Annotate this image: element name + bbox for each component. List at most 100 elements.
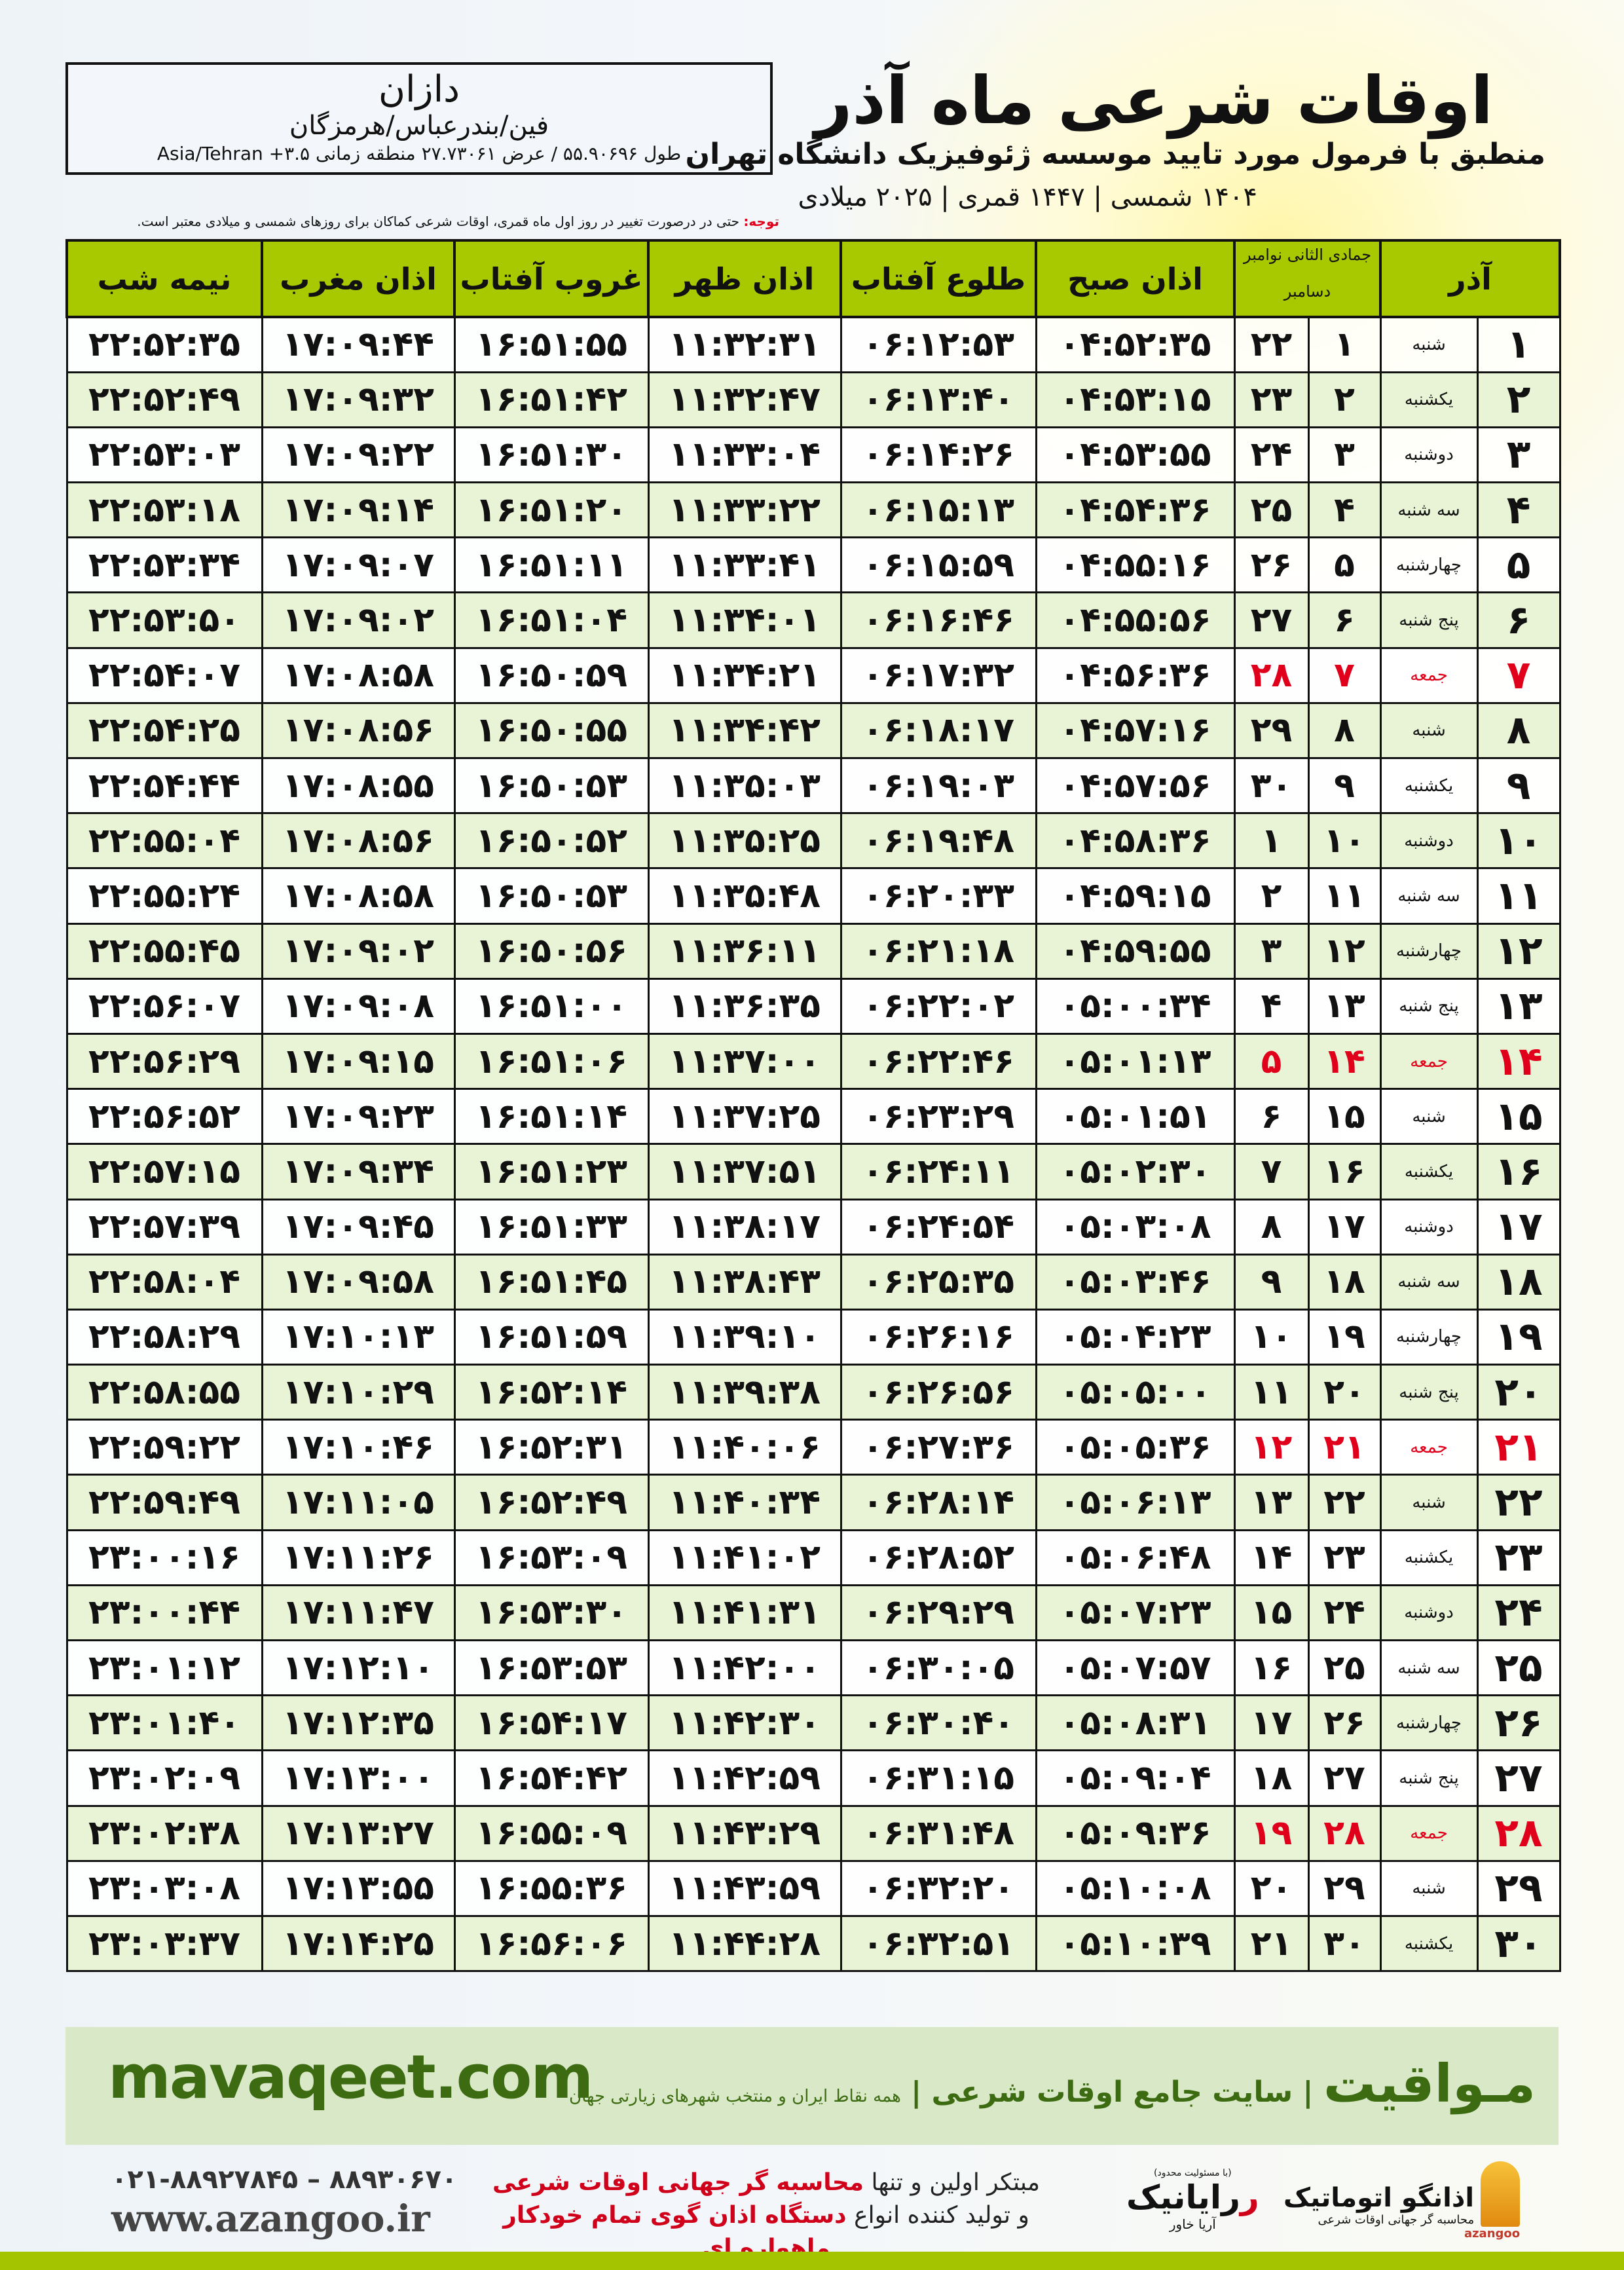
midnight-time: ۲۲:۵۳:۰۳ xyxy=(65,426,263,484)
gregorian-day: ۲۰ xyxy=(1233,1859,1310,1917)
day-number: ۲۷ xyxy=(1476,1749,1561,1807)
hijri-day: ۲۳ xyxy=(1307,1529,1382,1586)
dhuhr-time: ۱۱:۳۵:۰۳ xyxy=(647,756,842,815)
brand-logo-text: مـواقیت xyxy=(1323,2053,1536,2114)
hijri-day: ۲ xyxy=(1307,371,1382,428)
note-text: حتی در درصورت تغییر در روز اول ماه قمری،… xyxy=(137,214,744,229)
header-midnight: نیمه شب xyxy=(65,239,263,318)
dhuhr-time: ۱۱:۳۷:۰۰ xyxy=(647,1032,842,1090)
dhuhr-time: ۱۱:۴۲:۳۰ xyxy=(647,1694,842,1752)
table-row: ۱۵ شنبه ۱۵ ۶ ۰۵:۰۱:۵۱ ۰۶:۲۳:۲۹ ۱۱:۳۷:۲۵ ۱۶:۵۱:۱… xyxy=(65,1088,1561,1145)
day-number: ۹ xyxy=(1476,756,1561,815)
location-box: دازان فین/بندرعباس/هرمزگان طول ۵۵.۹۰۶۹۶ … xyxy=(65,62,773,175)
sunset-time: ۱۶:۵۵:۳۶ xyxy=(453,1859,650,1917)
weekday: شنبه xyxy=(1379,1088,1479,1145)
midnight-time: ۲۲:۵۸:۲۹ xyxy=(65,1308,263,1366)
rayanik-small: (با مسئولیت محدود) xyxy=(1154,2168,1232,2178)
gregorian-day: ۱۲ xyxy=(1233,1419,1310,1476)
maghrib-time: ۱۷:۱۱:۰۵ xyxy=(261,1474,456,1531)
sunrise-time: ۰۶:۳۱:۴۸ xyxy=(840,1804,1037,1862)
sunrise-time: ۰۶:۲۷:۳۶ xyxy=(840,1419,1037,1476)
sunset-time: ۱۶:۵۴:۱۷ xyxy=(453,1694,650,1752)
sunrise-time: ۰۶:۳۱:۱۵ xyxy=(840,1749,1037,1807)
day-number: ۲۱ xyxy=(1476,1419,1561,1476)
fajr-time: ۰۵:۰۸:۳۱ xyxy=(1035,1694,1236,1752)
maghrib-time: ۱۷:۰۹:۲۲ xyxy=(261,426,456,484)
table-row: ۱۱ سه شنبه ۱۱ ۲ ۰۴:۵۹:۱۵ ۰۶:۲۰:۳۳ ۱۱:۳۵:۴۸ ۱۶:۵… xyxy=(65,867,1561,925)
day-number: ۱۴ xyxy=(1476,1032,1561,1090)
midnight-time: ۲۲:۵۹:۲۲ xyxy=(65,1419,263,1476)
midnight-time: ۲۲:۵۵:۰۴ xyxy=(65,812,263,870)
table-row: ۲۶ چهارشنبه ۲۶ ۱۷ ۰۵:۰۸:۳۱ ۰۶:۳۰:۴۰ ۱۱:۴۲:۳۰ ۱۶… xyxy=(65,1694,1561,1752)
sunrise-time: ۰۶:۲۴:۵۴ xyxy=(840,1198,1037,1256)
sunset-time: ۱۶:۵۲:۳۱ xyxy=(453,1419,650,1476)
sunset-time: ۱۶:۵۰:۵۹ xyxy=(453,646,650,704)
gregorian-day: ۲ xyxy=(1233,867,1310,925)
weekday: سه شنبه xyxy=(1379,867,1479,925)
hijri-day: ۱۸ xyxy=(1307,1253,1382,1311)
midnight-time: ۲۲:۵۸:۰۴ xyxy=(65,1253,263,1311)
maghrib-time: ۱۷:۰۹:۳۲ xyxy=(261,371,456,428)
sunset-time: ۱۶:۵۰:۵۵ xyxy=(453,701,650,760)
table-row: ۱ شنبه ۱ ۲۲ ۰۴:۵۲:۳۵ ۰۶:۱۲:۵۳ ۱۱:۳۲:۳۱ ۱۶:۵۱:۵۵… xyxy=(65,316,1561,373)
weekday: جمعه xyxy=(1379,1804,1479,1862)
dhuhr-time: ۱۱:۳۴:۲۱ xyxy=(647,646,842,704)
gregorian-day: ۱ xyxy=(1233,812,1310,870)
location-name: دازان xyxy=(378,68,460,111)
dhuhr-time: ۱۱:۴۲:۰۰ xyxy=(647,1639,842,1697)
gregorian-day: ۴ xyxy=(1233,977,1310,1035)
day-number: ۲۴ xyxy=(1476,1584,1561,1642)
sunset-time: ۱۶:۵۲:۱۴ xyxy=(453,1364,650,1421)
table-row: ۱۲ چهارشنبه ۱۲ ۳ ۰۴:۵۹:۵۵ ۰۶:۲۱:۱۸ ۱۱:۳۶:۱۱ ۱۶:… xyxy=(65,922,1561,980)
promo-2a: و تولید کننده انواع xyxy=(846,2202,1029,2229)
gregorian-day: ۳۰ xyxy=(1233,756,1310,815)
promo-1a: مبتکر اولین و تنها xyxy=(864,2169,1041,2196)
fajr-time: ۰۵:۰۷:۲۳ xyxy=(1035,1584,1236,1642)
hijri-day: ۲۷ xyxy=(1307,1749,1382,1807)
weekday: دوشنبه xyxy=(1379,426,1479,484)
sunset-time: ۱۶:۵۱:۲۳ xyxy=(453,1143,650,1200)
dhuhr-time: ۱۱:۳۵:۲۵ xyxy=(647,812,842,870)
dhuhr-time: ۱۱:۳۴:۴۲ xyxy=(647,701,842,760)
hijri-day: ۶ xyxy=(1307,591,1382,649)
fajr-time: ۰۴:۵۴:۳۶ xyxy=(1035,481,1236,539)
fajr-time: ۰۵:۱۰:۳۹ xyxy=(1035,1914,1236,1973)
table-row: ۲۴ دوشنبه ۲۴ ۱۵ ۰۵:۰۷:۲۳ ۰۶:۲۹:۲۹ ۱۱:۴۱:۳۱ ۱۶:۵… xyxy=(65,1584,1561,1642)
prayer-times-table: آذر جمادی الثانی نوامبر دسامبر اذان صبح ط… xyxy=(65,239,1562,1973)
sunrise-time: ۰۶:۲۶:۵۶ xyxy=(840,1364,1037,1421)
sunset-time: ۱۶:۵۱:۴۵ xyxy=(453,1253,650,1311)
sunset-time: ۱۶:۵۵:۰۹ xyxy=(453,1804,650,1862)
day-number: ۷ xyxy=(1476,646,1561,704)
header-month: آذر xyxy=(1379,239,1562,318)
day-number: ۲۵ xyxy=(1476,1639,1561,1697)
table-row: ۱۷ دوشنبه ۱۷ ۸ ۰۵:۰۳:۰۸ ۰۶:۲۴:۵۴ ۱۱:۳۸:۱۷ ۱۶:۵۱… xyxy=(65,1198,1561,1256)
table-row: ۲۹ شنبه ۲۹ ۲۰ ۰۵:۱۰:۰۸ ۰۶:۳۲:۲۰ ۱۱:۴۳:۵۹ ۱۶:۵۵:… xyxy=(65,1859,1561,1917)
weekday: پنج شنبه xyxy=(1379,591,1479,649)
hijri-day: ۱۹ xyxy=(1307,1308,1382,1366)
maghrib-time: ۱۷:۰۹:۰۲ xyxy=(261,591,456,649)
gregorian-day: ۱۶ xyxy=(1233,1639,1310,1697)
hijri-day: ۷ xyxy=(1307,646,1382,704)
sunset-time: ۱۶:۵۱:۱۱ xyxy=(453,536,650,594)
maghrib-time: ۱۷:۱۳:۲۷ xyxy=(261,1804,456,1862)
fajr-time: ۰۴:۵۹:۱۵ xyxy=(1035,867,1236,925)
weekday: شنبه xyxy=(1379,701,1479,760)
website-link[interactable]: www.azangoo.ir xyxy=(111,2197,430,2241)
hijri-day: ۲۲ xyxy=(1307,1474,1382,1531)
table-row: ۲۵ سه شنبه ۲۵ ۱۶ ۰۵:۰۷:۵۷ ۰۶:۳۰:۰۵ ۱۱:۴۲:۰۰ ۱۶:… xyxy=(65,1639,1561,1697)
promo-text: مبتکر اولین و تنها محاسبه گر جهانی اوقات… xyxy=(471,2167,1061,2265)
weekday: سه شنبه xyxy=(1379,1253,1479,1311)
dhuhr-time: ۱۱:۳۳:۲۲ xyxy=(647,481,842,539)
fajr-time: ۰۵:۰۱:۱۳ xyxy=(1035,1032,1236,1090)
weekday: سه شنبه xyxy=(1379,1639,1479,1697)
header-hijri-greg: جمادی الثانی نوامبر دسامبر xyxy=(1232,239,1382,318)
day-number: ۱۸ xyxy=(1476,1253,1561,1311)
fajr-time: ۰۴:۵۷:۱۶ xyxy=(1035,701,1236,760)
midnight-time: ۲۲:۵۷:۳۹ xyxy=(65,1198,263,1256)
fajr-time: ۰۴:۵۵:۱۶ xyxy=(1035,536,1236,594)
dhuhr-time: ۱۱:۴۳:۵۹ xyxy=(647,1859,842,1917)
midnight-time: ۲۲:۵۲:۴۹ xyxy=(65,371,263,428)
dhuhr-time: ۱۱:۳۷:۵۱ xyxy=(647,1143,842,1200)
weekday: چهارشنبه xyxy=(1379,536,1479,594)
site-url[interactable]: mavaqeet.com xyxy=(108,2042,593,2112)
